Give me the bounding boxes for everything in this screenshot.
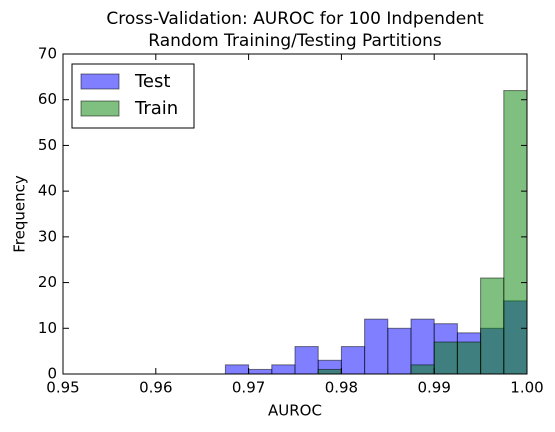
plot-frame <box>62 53 528 375</box>
y-tick-label: 70 <box>38 45 57 63</box>
y-axis-label: Frequency <box>11 175 29 253</box>
x-tick-label: 0.99 <box>417 379 450 397</box>
x-tick-label: 0.95 <box>46 379 79 397</box>
x-tick-label: 0.97 <box>232 379 265 397</box>
x-tick-label: 0.96 <box>139 379 172 397</box>
histogram-bar <box>387 327 412 375</box>
histogram-bar <box>480 277 505 375</box>
legend-label: Train <box>134 98 178 119</box>
legend-swatch <box>80 73 120 90</box>
y-tick-label: 20 <box>38 273 57 291</box>
histogram-bar <box>317 368 342 375</box>
x-tick-label: 1.00 <box>510 379 543 397</box>
x-tick-label: 0.98 <box>325 379 358 397</box>
y-tick-label: 10 <box>38 319 57 337</box>
chart-title: Cross-Validation: AUROC for 100 Indpende… <box>106 9 484 29</box>
y-tick-label: 0 <box>47 365 57 383</box>
chart-title: Random Training/Testing Partitions <box>148 31 442 51</box>
histogram-bar <box>340 346 366 375</box>
legend-label: Test <box>134 71 170 92</box>
histogram-bar <box>410 364 435 375</box>
histogram-bar <box>456 341 482 375</box>
histogram-bar <box>271 364 296 375</box>
y-tick-label: 60 <box>38 90 57 108</box>
histogram-bar <box>294 346 319 375</box>
histogram-bar <box>503 90 528 375</box>
y-tick-label: 30 <box>38 227 57 245</box>
x-axis-label: AUROC <box>268 402 322 420</box>
histogram-bar <box>248 368 273 375</box>
y-tick-label: 40 <box>38 182 57 200</box>
histogram-bar <box>224 364 250 375</box>
histogram-bar <box>433 341 458 375</box>
y-tick-label: 50 <box>38 136 57 154</box>
legend-swatch <box>80 100 120 117</box>
histogram-bar <box>364 318 389 375</box>
